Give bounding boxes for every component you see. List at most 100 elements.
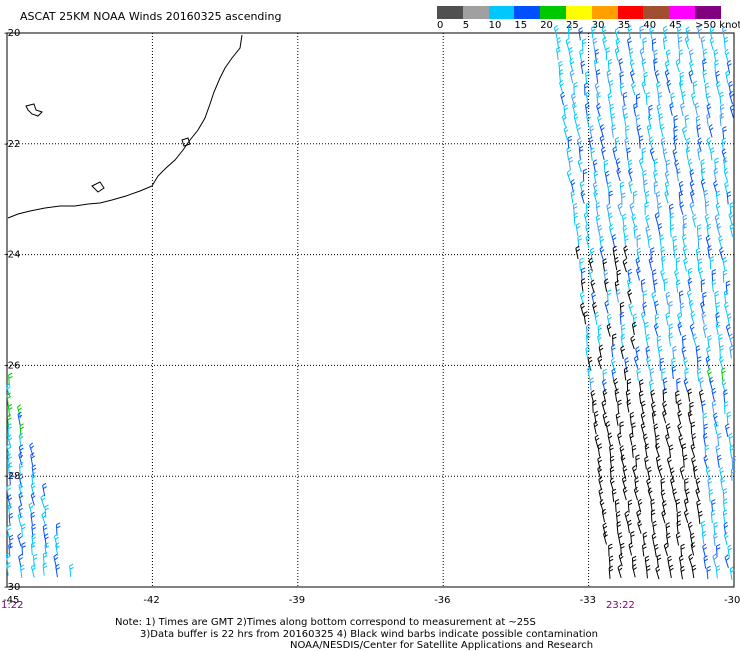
wind-barb — [559, 79, 564, 94]
wind-barb — [604, 170, 610, 185]
wind-barb — [714, 157, 719, 171]
wind-barb — [715, 70, 720, 85]
wind-barb — [585, 346, 591, 360]
wind-barb — [677, 25, 682, 39]
wind-barb — [729, 444, 735, 459]
wind-barb — [728, 211, 734, 226]
wind-barb — [639, 25, 644, 39]
wind-barb — [689, 201, 695, 216]
wind-barb — [723, 167, 729, 182]
wind-barb — [715, 565, 721, 579]
wind-barb — [673, 135, 679, 149]
wind-barb — [656, 202, 662, 217]
end-time-label: 23:22 — [606, 600, 635, 611]
wind-barb — [723, 401, 729, 415]
wind-barb — [712, 553, 718, 568]
wind-barb — [650, 401, 656, 416]
wind-barb — [706, 346, 711, 360]
wind-barb — [653, 423, 659, 437]
wind-barb — [650, 509, 656, 523]
wind-barb — [711, 387, 717, 402]
wind-barb — [608, 190, 613, 204]
wind-barb — [719, 91, 724, 105]
wind-barb — [31, 472, 37, 486]
wind-barb — [69, 563, 74, 577]
wind-barb — [714, 290, 719, 304]
wind-barb — [632, 190, 638, 204]
wind-barb — [578, 145, 584, 160]
legend-swatch — [617, 6, 644, 19]
wind-barb — [653, 158, 659, 172]
wind-barb — [53, 533, 59, 548]
wind-barb — [722, 498, 728, 512]
wind-barb — [669, 212, 675, 226]
wind-barb — [609, 466, 615, 480]
wind-barb — [5, 383, 11, 397]
wind-barb — [653, 57, 658, 72]
wind-barb — [729, 104, 735, 119]
wind-barb — [594, 434, 600, 449]
wind-barb — [650, 389, 656, 403]
wind-barb — [678, 434, 684, 448]
wind-barb — [728, 333, 734, 347]
wind-barb — [599, 246, 605, 260]
wind-barb — [638, 135, 644, 149]
wind-barb — [607, 58, 613, 72]
wind-barb — [644, 456, 649, 470]
legend-swatch — [694, 6, 721, 19]
wind-barb — [685, 146, 691, 161]
wind-barb — [642, 543, 647, 557]
wind-barb — [558, 69, 564, 83]
wind-barb — [698, 267, 704, 281]
wind-barb — [556, 36, 562, 51]
wind-barb — [677, 399, 682, 413]
wind-barb — [690, 443, 696, 457]
wind-barb — [675, 279, 681, 293]
wind-barb — [630, 335, 636, 350]
wind-barb — [683, 454, 688, 468]
wind-barb — [665, 159, 671, 173]
wind-barb — [587, 366, 592, 380]
wind-barb — [599, 124, 605, 138]
wind-barb — [723, 532, 729, 546]
wind-barb — [631, 444, 637, 458]
wind-barb — [563, 126, 569, 140]
wind-barb — [606, 289, 612, 303]
wind-barb — [681, 126, 687, 141]
wind-barb — [604, 300, 610, 314]
wind-barb — [724, 423, 730, 437]
wind-barb — [682, 233, 687, 248]
wind-barb — [579, 257, 584, 271]
wind-barb — [646, 124, 652, 138]
wind-barb — [55, 522, 61, 536]
wind-barb — [652, 520, 657, 535]
wind-barb — [615, 412, 621, 426]
wind-barb — [585, 234, 591, 249]
wind-barb — [650, 498, 655, 513]
wind-barb — [628, 180, 634, 194]
wind-barb — [588, 136, 594, 150]
wind-barb — [662, 148, 668, 162]
wind-barb — [619, 71, 625, 85]
wind-barb — [597, 443, 603, 457]
map-frame — [6, 32, 735, 588]
wind-barb — [694, 102, 700, 116]
wind-barb — [666, 456, 672, 470]
wind-barb — [637, 498, 643, 513]
wind-barb — [561, 113, 567, 128]
wind-barb — [637, 520, 643, 534]
wind-barb — [687, 277, 693, 292]
wind-barb — [722, 509, 728, 523]
lon-tick-label: -36 — [434, 595, 450, 606]
wind-barb — [709, 37, 715, 51]
wind-barb — [653, 181, 659, 195]
wind-barb — [689, 169, 695, 183]
wind-barb — [609, 455, 615, 470]
wind-barb — [576, 137, 582, 151]
wind-barb — [611, 124, 616, 138]
wind-barb — [715, 81, 721, 95]
wind-barb — [683, 257, 689, 272]
wind-barb — [696, 499, 701, 514]
wind-barb — [18, 553, 23, 568]
wind-barb — [636, 124, 642, 139]
